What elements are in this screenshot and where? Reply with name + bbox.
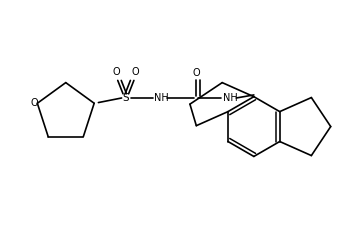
Text: O: O: [31, 98, 38, 108]
Text: O: O: [192, 68, 200, 78]
Text: S: S: [122, 93, 129, 103]
Text: O: O: [112, 67, 120, 77]
Text: NH: NH: [222, 93, 237, 103]
Text: O: O: [132, 67, 139, 77]
Text: NH: NH: [154, 93, 168, 103]
